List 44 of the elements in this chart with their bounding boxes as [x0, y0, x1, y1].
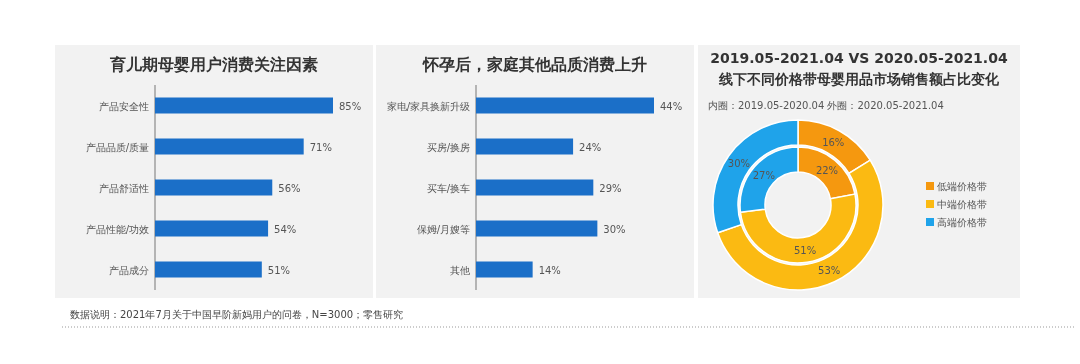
data-label: 53% [818, 265, 841, 277]
data-label: 24% [579, 141, 602, 153]
data-label: 44% [660, 100, 683, 112]
data-label: 29% [599, 182, 622, 194]
data-label: 56% [278, 182, 301, 194]
bar [476, 179, 594, 196]
chart-subtitle: 内圈：2019.05-2020.04 外圈：2020.05-2021.04 [708, 100, 944, 111]
bar [155, 220, 269, 237]
bar [155, 179, 273, 196]
data-label: 16% [822, 136, 845, 148]
chart-title: 育儿期母婴用户消费关注因素 [109, 55, 318, 74]
bar [155, 261, 262, 278]
bar [155, 97, 333, 114]
y-tick-label: 产品成分 [109, 264, 149, 276]
legend-label: 高端价格带 [937, 217, 987, 228]
data-label: 30% [603, 223, 626, 235]
bar [476, 97, 654, 114]
data-label: 71% [309, 141, 332, 153]
data-label: 54% [274, 223, 297, 235]
y-tick-label: 保姆/月嫂等 [416, 223, 470, 235]
y-tick-label: 产品舒适性 [99, 182, 149, 194]
data-label: 30% [727, 157, 751, 169]
y-tick-label: 产品性能/功效 [85, 223, 149, 235]
data-label: 51% [267, 264, 291, 276]
data-label: 85% [339, 100, 362, 112]
text: 数据说明：2021年7月关于中国早阶新妈用户的问卷，N=3000；零售研究 [70, 309, 404, 320]
data-label: 51% [794, 244, 817, 256]
y-tick-label: 产品品质/质量 [85, 141, 149, 153]
y-tick-label: 产品安全性 [99, 100, 149, 112]
data-label: 27% [752, 169, 775, 181]
bar [476, 220, 598, 237]
y-tick-label: 买车/换车 [426, 182, 470, 194]
y-tick-label: 家电/家具换新升级 [386, 100, 470, 112]
chart-title: 2019.05-2021.04 VS 2020.05-2021.04 线下不同价格带母婴用品市场销售额占比变化 [710, 50, 1008, 87]
data-label: 22% [815, 164, 839, 176]
bar [155, 138, 304, 155]
data-label: 14% [538, 264, 561, 276]
legend-label: 中端价格带 [937, 199, 987, 210]
y-tick-label: 买房/换房 [426, 141, 470, 153]
bar [476, 138, 574, 155]
bar [476, 261, 533, 278]
y-tick-label: 其他 [450, 264, 470, 276]
chart-title: 怀孕后，家庭其他品质消费上升 [422, 55, 647, 74]
legend-label: 低端价格带 [937, 181, 987, 192]
